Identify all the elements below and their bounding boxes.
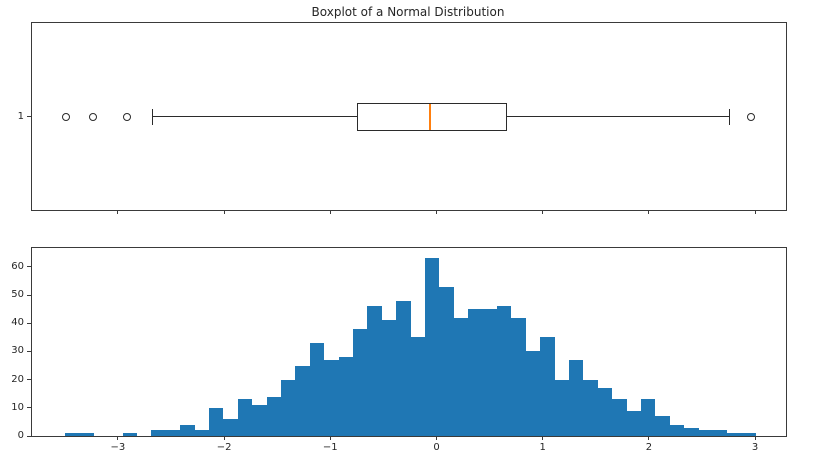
hist-bar-33 xyxy=(540,337,555,436)
x-tick-3 xyxy=(754,436,756,440)
median-line xyxy=(429,103,432,130)
hist-bar-35 xyxy=(569,359,584,436)
y-tick-label-40: 40 xyxy=(11,317,24,329)
x-tick-1 xyxy=(542,210,544,214)
y-tick-30 xyxy=(27,350,31,352)
hist-bar-1 xyxy=(79,433,94,436)
x-tick--1 xyxy=(329,436,331,440)
y-tick-20 xyxy=(27,379,31,381)
iqr-box xyxy=(356,102,507,131)
x-tick-3 xyxy=(754,210,756,214)
outlier-point-1 xyxy=(89,112,98,121)
hist-bar-21 xyxy=(367,306,382,436)
outlier-point-2 xyxy=(123,112,132,121)
x-tick-2 xyxy=(648,210,650,214)
chart-title: Boxplot of a Normal Distribution xyxy=(311,5,505,19)
y-tick-60 xyxy=(27,266,31,268)
x-tick-0 xyxy=(436,210,437,214)
x-tick--1 xyxy=(329,210,331,214)
x-tick-1 xyxy=(542,436,544,440)
hist-bar-12 xyxy=(237,399,253,436)
hist-bar-32 xyxy=(525,351,541,436)
hist-bar-34 xyxy=(554,379,570,436)
hist-bar-47 xyxy=(741,433,757,436)
hist-bar-36 xyxy=(583,379,598,436)
y-tick-label-20: 20 xyxy=(11,373,24,385)
hist-bar-27 xyxy=(453,317,469,436)
whisker-high xyxy=(506,116,730,117)
y-tick-label-10: 10 xyxy=(11,401,24,413)
hist-bar-43 xyxy=(684,427,699,436)
hist-bar-29 xyxy=(482,309,498,436)
y-tick-50 xyxy=(27,294,31,296)
hist-bar-38 xyxy=(612,399,627,436)
hist-bar-10 xyxy=(209,407,224,436)
x-tick-label-2: 2 xyxy=(645,442,653,453)
hist-bar-9 xyxy=(194,430,210,436)
hist-bar-44 xyxy=(698,430,714,436)
hist-bar-45 xyxy=(713,430,728,436)
hist-bar-28 xyxy=(468,309,483,436)
hist-bar-31 xyxy=(511,317,526,436)
hist-bar-15 xyxy=(281,379,296,436)
y-tick-40 xyxy=(27,322,31,324)
hist-bar-0 xyxy=(65,433,80,436)
hist-bar-7 xyxy=(165,430,181,436)
y-tick-1 xyxy=(27,116,31,117)
hist-bar-25 xyxy=(425,258,440,436)
whisker-cap-low xyxy=(152,108,154,125)
hist-bar-41 xyxy=(655,416,670,436)
hist-bar-20 xyxy=(353,328,368,436)
hist-bar-6 xyxy=(151,430,166,436)
hist-bar-8 xyxy=(180,424,195,436)
hist-bar-42 xyxy=(669,424,685,436)
hist-bar-11 xyxy=(223,419,238,436)
hist-bar-17 xyxy=(309,343,325,436)
whisker-cap-high xyxy=(729,108,731,125)
y-tick-label-0: 0 xyxy=(17,430,24,441)
outlier-point-3 xyxy=(746,112,755,121)
y-tick-label-50: 50 xyxy=(11,289,24,301)
x-tick--3 xyxy=(117,436,119,440)
x-tick--2 xyxy=(223,210,225,214)
hist-bar-16 xyxy=(295,365,310,436)
x-tick-label-1: 1 xyxy=(539,442,546,453)
x-tick-label--2: −2 xyxy=(216,442,232,453)
y-tick-label: 1 xyxy=(17,110,24,122)
hist-bar-19 xyxy=(338,357,354,436)
x-tick--2 xyxy=(223,436,225,440)
hist-bar-40 xyxy=(641,399,656,436)
hist-bar-37 xyxy=(597,388,613,436)
boxplot-axes: 1 xyxy=(18,22,787,214)
x-tick-0 xyxy=(436,436,437,440)
y-tick-0 xyxy=(27,435,31,437)
hist-bar-13 xyxy=(252,405,267,436)
hist-bar-14 xyxy=(266,396,282,436)
x-tick-label--3: −3 xyxy=(110,442,126,453)
x-tick-label--1: −1 xyxy=(322,442,338,453)
y-tick-10 xyxy=(27,407,31,409)
hist-bar-30 xyxy=(497,306,512,436)
outlier-point-0 xyxy=(61,112,70,121)
x-tick--3 xyxy=(117,210,119,214)
hist-bar-22 xyxy=(381,320,397,436)
y-tick-label-60: 60 xyxy=(11,260,24,272)
hist-bar-23 xyxy=(396,300,411,436)
x-tick-label-0: 0 xyxy=(433,442,440,453)
x-tick-label-3: 3 xyxy=(751,442,759,453)
hist-bar-4 xyxy=(122,433,138,436)
hist-bar-26 xyxy=(439,286,454,436)
histogram-axes: −3 −2 −1 0 1 2 3 0 10 20 30 40 50 60 xyxy=(11,247,787,453)
hist-bar-18 xyxy=(324,359,339,436)
x-tick-2 xyxy=(648,436,650,440)
y-tick-label-30: 30 xyxy=(11,345,24,357)
hist-bar-46 xyxy=(727,433,742,436)
hist-bar-24 xyxy=(410,337,426,436)
hist-bar-39 xyxy=(626,410,642,436)
whisker-low xyxy=(152,116,357,117)
